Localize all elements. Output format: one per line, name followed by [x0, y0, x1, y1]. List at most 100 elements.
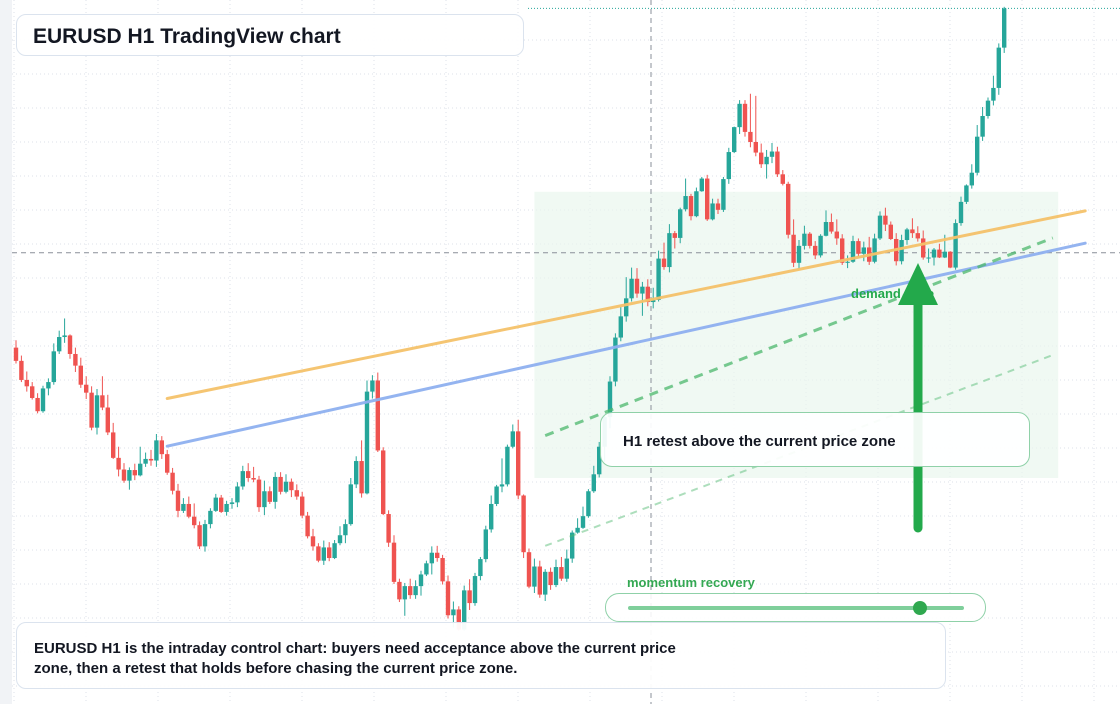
- trendline-blue: [165, 241, 1087, 448]
- candle: [283, 474, 289, 494]
- candle: [35, 393, 40, 414]
- candle: [586, 489, 591, 518]
- candle: [807, 232, 812, 249]
- candle-body: [489, 503, 494, 530]
- candle: [348, 478, 353, 526]
- candle-body: [30, 386, 35, 398]
- candle: [273, 472, 278, 509]
- candle: [305, 511, 310, 539]
- candle-body: [688, 196, 694, 217]
- candle-body: [726, 152, 731, 180]
- candle: [316, 543, 321, 563]
- candle: [229, 498, 235, 509]
- candle: [931, 247, 937, 266]
- candle-body: [84, 384, 89, 393]
- candle-body: [802, 233, 807, 246]
- candle: [813, 241, 818, 260]
- candle: [553, 559, 559, 588]
- candle-body: [224, 503, 229, 512]
- candle: [510, 424, 515, 449]
- candle: [267, 486, 272, 504]
- candle-body: [24, 379, 29, 387]
- candle: [624, 277, 629, 322]
- candle: [796, 240, 802, 270]
- candle-body: [364, 391, 370, 494]
- candle-body: [73, 353, 78, 366]
- candle: [737, 100, 742, 135]
- candle: [726, 147, 731, 184]
- candle: [1002, 6, 1007, 53]
- candle: [175, 483, 181, 518]
- candle: [235, 482, 240, 508]
- candle-body: [440, 558, 445, 582]
- candle-body: [769, 151, 775, 157]
- candle-body: [823, 222, 829, 236]
- candle-body: [283, 481, 289, 492]
- candle: [94, 388, 100, 435]
- candle: [472, 572, 478, 606]
- candle: [948, 251, 953, 269]
- candle: [597, 441, 602, 478]
- momentum-knob: [913, 601, 928, 615]
- candle: [364, 380, 370, 495]
- candle: [391, 535, 397, 584]
- candle-body: [138, 463, 143, 476]
- candle: [753, 95, 758, 157]
- candle: [742, 100, 748, 137]
- candle-body: [597, 446, 602, 475]
- candle: [127, 467, 132, 490]
- candle-body: [397, 581, 402, 600]
- candle-body: [786, 183, 791, 235]
- candle-body: [51, 351, 56, 383]
- candle: [138, 446, 143, 477]
- candle-body: [964, 185, 969, 202]
- candle: [823, 210, 829, 237]
- candle-body: [926, 257, 931, 259]
- candle-body: [732, 127, 737, 153]
- chart-title-panel: EURUSD H1 TradingView chart: [16, 14, 524, 56]
- candle: [435, 545, 440, 562]
- candle-body: [305, 515, 310, 537]
- candle-body: [94, 395, 100, 428]
- candle: [467, 579, 472, 610]
- candle-body: [656, 258, 661, 300]
- candle-body: [710, 203, 715, 220]
- candle: [780, 170, 785, 186]
- candle: [564, 549, 569, 582]
- candle: [294, 484, 299, 500]
- candle-body: [505, 446, 510, 485]
- momentum-label: momentum recovery: [627, 575, 755, 590]
- candle: [769, 143, 775, 164]
- candle: [46, 378, 51, 396]
- candle-body: [651, 299, 656, 303]
- candle: [354, 456, 359, 489]
- chart-note: EURUSD H1 is the intraday control chart:…: [34, 640, 676, 677]
- candle-body: [516, 431, 521, 496]
- candle-body: [904, 229, 910, 241]
- candle-body: [202, 524, 208, 547]
- candle-body: [408, 586, 413, 596]
- candle: [100, 376, 105, 411]
- candle-body: [559, 567, 564, 579]
- candle: [759, 143, 764, 168]
- candle: [278, 472, 283, 495]
- candle: [548, 567, 553, 590]
- candle-body: [148, 458, 154, 461]
- candle-body: [678, 209, 683, 238]
- candle-body: [219, 497, 224, 512]
- candle-body: [877, 215, 883, 239]
- candle: [521, 494, 526, 559]
- candle: [370, 375, 375, 399]
- momentum-track: [628, 606, 964, 610]
- candle-body: [57, 337, 62, 352]
- candle: [888, 221, 893, 241]
- candle-body: [872, 238, 877, 262]
- candle: [580, 506, 586, 529]
- candle-body: [834, 231, 839, 239]
- candle-body: [251, 478, 256, 480]
- candle: [559, 556, 564, 581]
- candle-body: [775, 151, 780, 175]
- candle: [181, 498, 186, 513]
- candle-body: [969, 172, 974, 186]
- candle-body: [143, 458, 148, 464]
